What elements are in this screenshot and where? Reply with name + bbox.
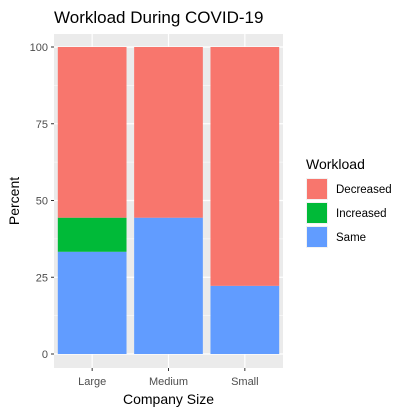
y-axis-ticks: 0 25 50 75 100	[30, 42, 54, 361]
x-tick-label: Large	[78, 376, 106, 388]
bar-large-same	[57, 251, 127, 354]
legend-swatch-increased	[307, 203, 327, 223]
y-tick-label: 75	[36, 119, 48, 131]
y-tick-label: 0	[42, 349, 48, 361]
x-tick-label: Small	[231, 376, 259, 388]
y-tick-label: 25	[36, 272, 48, 284]
legend: Decreased Increased Same	[306, 178, 392, 248]
bar-large-increased	[57, 217, 127, 252]
legend-title: Workload	[306, 156, 365, 172]
legend-label-same: Same	[336, 232, 366, 244]
x-tick-label: Medium	[149, 376, 188, 388]
legend-swatch-decreased	[307, 179, 327, 199]
bar-medium-same	[134, 217, 203, 354]
bars	[57, 47, 280, 354]
bar-small-same	[210, 285, 280, 354]
y-axis-title: Percent	[6, 177, 22, 225]
legend-label-increased: Increased	[336, 208, 387, 220]
y-tick-label: 100	[30, 42, 48, 54]
x-axis-title: Company Size	[123, 391, 214, 407]
chart-title: Workload During COVID-19	[54, 8, 263, 27]
x-axis-ticks: Large Medium Small	[78, 368, 259, 388]
bar-medium-decreased	[134, 47, 203, 218]
legend-label-decreased: Decreased	[336, 184, 392, 196]
bar-large-decreased	[57, 47, 127, 218]
bar-small-decreased	[210, 47, 280, 286]
y-tick-label: 50	[36, 196, 48, 208]
legend-swatch-same	[307, 227, 327, 247]
